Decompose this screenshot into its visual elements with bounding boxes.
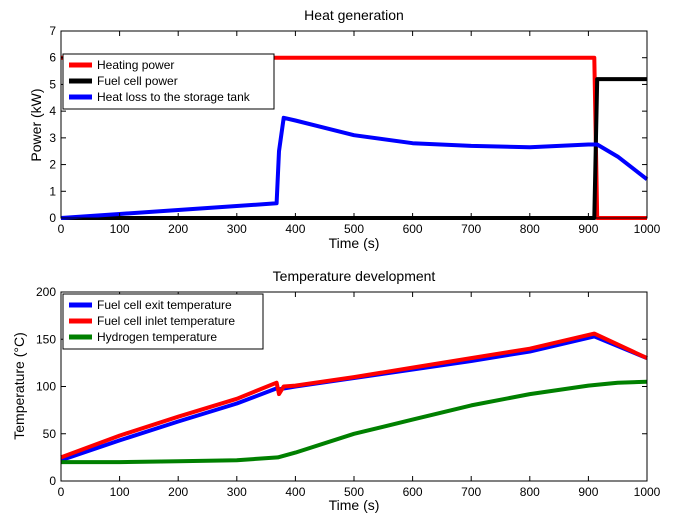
x-tick-label: 600 — [403, 222, 423, 236]
y-tick-label: 100 — [36, 380, 56, 394]
ticks-layer: 0 100 200 300 400 500 600 700 800 900 1000 0 1 2 3 4 5 6 7 — [49, 24, 660, 236]
y-tick-label: 0 — [49, 211, 56, 225]
temperature-development-chart: Temperature development Temperature (°C)… — [11, 268, 661, 513]
x-tick-label: 300 — [227, 222, 247, 236]
legend-entry-1: Fuel cell inlet temperature — [97, 314, 235, 328]
x-tick-label: 900 — [578, 222, 598, 236]
x-tick-label: 0 — [58, 485, 65, 499]
y-axis-label: Temperature (°C) — [11, 332, 27, 440]
legend-entry-2: Heat loss to the storage tank — [97, 90, 251, 104]
ticks-layer: 0 100 200 300 400 500 600 700 800 900 1000 0 50 100 15… — [36, 285, 661, 499]
legend-entry-0: Fuel cell exit temperature — [97, 298, 232, 312]
x-tick-label: 200 — [168, 222, 188, 236]
y-tick-label: 3 — [49, 131, 56, 145]
legend-entry-0: Heating power — [97, 58, 174, 72]
x-tick-label: 400 — [285, 485, 305, 499]
x-tick-label: 500 — [344, 485, 364, 499]
y-tick-label: 200 — [36, 285, 56, 299]
x-tick-label: 1000 — [634, 485, 661, 499]
x-tick-label: 700 — [461, 222, 481, 236]
x-tick-label: 700 — [461, 485, 481, 499]
x-tick-label: 400 — [285, 222, 305, 236]
y-tick-label: 150 — [36, 332, 56, 346]
x-tick-label: 1000 — [634, 222, 661, 236]
x-tick-label: 0 — [58, 222, 65, 236]
x-tick-label: 500 — [344, 222, 364, 236]
heat-generation-chart: Heat generation Power (kW) Time (s) 0 100… — [28, 7, 661, 251]
x-axis-label: Time (s) — [329, 235, 380, 251]
x-axis-label: Time (s) — [329, 497, 380, 513]
y-tick-label: 4 — [49, 104, 56, 118]
x-tick-label: 100 — [110, 222, 130, 236]
y-tick-label: 6 — [49, 51, 56, 65]
series-layer — [60, 331, 648, 465]
y-tick-label: 1 — [49, 184, 56, 198]
legend: Fuel cell exit temperature Fuel cell inle… — [62, 293, 264, 350]
y-tick-label: 2 — [49, 158, 56, 172]
y-axis-label: Power (kW) — [28, 88, 44, 161]
legend-box — [62, 53, 275, 110]
legend: Heating power Fuel cell power Heat loss to… — [62, 53, 275, 110]
series-line-2 — [60, 115, 649, 220]
y-tick-label: 0 — [49, 474, 56, 488]
x-tick-label: 800 — [520, 485, 540, 499]
y-tick-label: 5 — [49, 77, 56, 91]
y-tick-label: 50 — [43, 427, 57, 441]
chart-title: Temperature development — [273, 268, 436, 284]
series-line-1 — [60, 331, 648, 460]
x-tick-label: 600 — [403, 485, 423, 499]
x-tick-label: 300 — [227, 485, 247, 499]
x-tick-label: 100 — [110, 485, 130, 499]
x-tick-label: 900 — [578, 485, 598, 499]
x-tick-label: 800 — [520, 222, 540, 236]
x-tick-label: 200 — [168, 485, 188, 499]
y-tick-label: 7 — [49, 24, 56, 38]
legend-box — [62, 293, 264, 350]
legend-entry-2: Hydrogen temperature — [97, 330, 217, 344]
series-line-2 — [61, 379, 648, 465]
chart-title: Heat generation — [304, 7, 404, 23]
legend-entry-1: Fuel cell power — [97, 74, 178, 88]
